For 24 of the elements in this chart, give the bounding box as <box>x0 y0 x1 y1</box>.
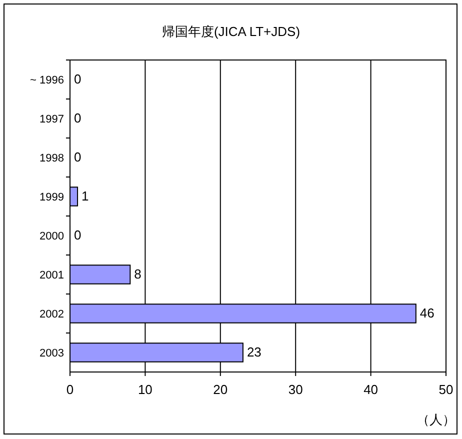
data-label: 0 <box>74 72 82 86</box>
x-tick-label: 30 <box>288 382 303 397</box>
data-label: 1 <box>82 188 89 204</box>
x-tick-label: 50 <box>438 382 454 397</box>
data-label: 8 <box>134 266 142 282</box>
data-label: 0 <box>74 150 82 164</box>
data-label: 46 <box>420 306 434 320</box>
x-axis-title: （人） <box>416 412 456 427</box>
y-tick-label: 2002 <box>40 308 64 320</box>
y-tick-label: 1999 <box>40 192 64 204</box>
data-label: 0 <box>74 110 82 126</box>
data-label: 0 <box>74 228 82 242</box>
y-tick-label: 1998 <box>40 152 64 164</box>
x-tick-label: 0 <box>66 382 74 397</box>
y-tick-label: ~ 1996 <box>30 74 64 86</box>
y-tick-label: 2003 <box>40 348 64 360</box>
chart-title: 帰国年度(JICA LT+JDS) <box>162 24 300 39</box>
x-tick-label: 10 <box>138 382 152 397</box>
y-tick-label: 1997 <box>40 114 64 126</box>
x-tick-label: 20 <box>213 382 228 397</box>
y-tick-label: 2001 <box>40 270 64 282</box>
x-tick-label: 40 <box>364 382 378 397</box>
y-tick-label: 2000 <box>40 230 64 242</box>
data-label: 23 <box>246 344 262 360</box>
